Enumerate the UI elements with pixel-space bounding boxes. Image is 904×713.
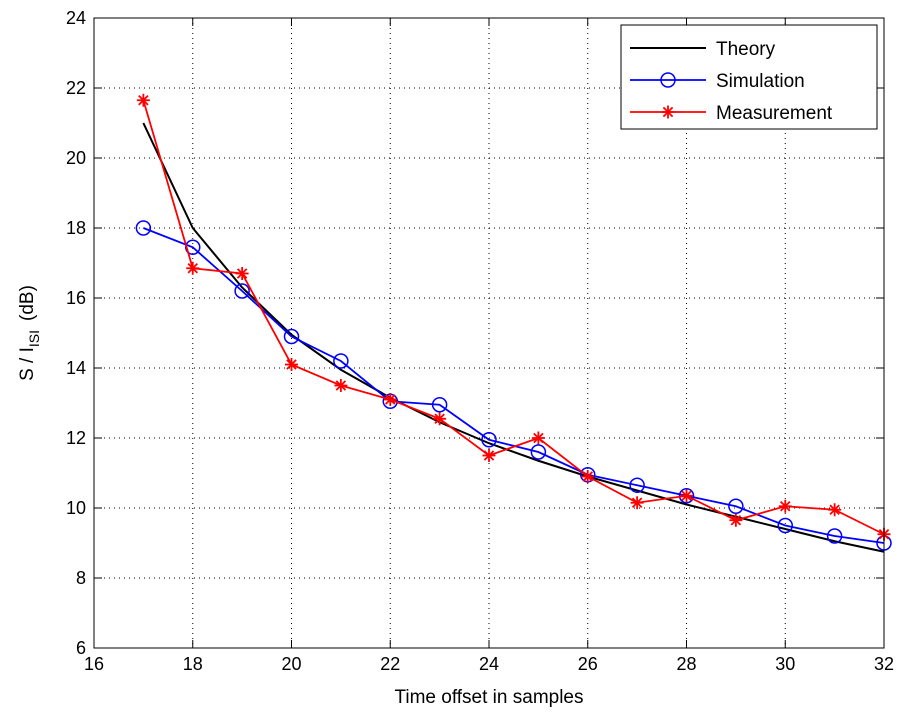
x-tick-label: 26: [578, 654, 598, 674]
legend-item-measurement: Measurement: [630, 103, 833, 124]
legend: Theory Simulation Measurement: [620, 24, 878, 130]
asterisk-stroke: [730, 515, 742, 526]
measurement-point: [136, 93, 150, 107]
asterisk-stroke: [483, 450, 495, 461]
measurement-point: [531, 431, 545, 445]
measurement-point: [334, 379, 348, 392]
x-tick-label: 22: [380, 654, 400, 674]
legend-label-theory: Theory: [716, 39, 776, 60]
asterisk-stroke: [829, 504, 840, 515]
measurement-point: [680, 489, 693, 503]
x-tick-label: 16: [84, 654, 104, 674]
legend-marker-measurement: [661, 105, 675, 119]
axis-ticks: 16 18 20 22 24 26 28 30 32 6 8 10 12 14 16 18 20 22 24: [66, 8, 894, 674]
asterisk-stroke: [236, 268, 248, 279]
asterisk-stroke: [582, 471, 593, 482]
asterisk-stroke: [662, 106, 674, 118]
legend-label-simulation: Simulation: [716, 71, 805, 92]
measurement-point: [828, 503, 842, 517]
legend-label-measurement: Measurement: [716, 103, 833, 124]
simulation-point: [234, 283, 250, 299]
simulation-point: [826, 528, 843, 544]
measurement-point: [729, 513, 743, 527]
asterisk-stroke: [335, 380, 347, 391]
y-tick-label: 16: [66, 288, 86, 308]
measurement-point: [581, 470, 595, 483]
y-axis-label: S / IISI (dB): [17, 285, 42, 381]
simulation-point: [530, 444, 547, 460]
theory-line: [142, 122, 885, 553]
x-tick-label: 24: [479, 654, 499, 674]
simulation-point: [481, 432, 497, 448]
y-axis-label-main: S / I: [17, 347, 38, 381]
y-tick-label: 12: [66, 428, 86, 448]
x-tick-label: 30: [775, 654, 795, 674]
asterisk-stroke: [187, 263, 198, 274]
simulation-point: [333, 353, 349, 369]
measurement-point: [482, 449, 496, 462]
measurement-point: [778, 499, 792, 513]
asterisk-stroke: [533, 432, 544, 444]
y-tick-label: 6: [76, 638, 86, 658]
y-tick-label: 20: [66, 148, 86, 168]
x-tick-label: 18: [183, 654, 203, 674]
legend-marker-simulation: [660, 72, 676, 88]
measurement-line: [142, 99, 885, 536]
asterisk-stroke: [434, 413, 445, 424]
theory-series: [142, 122, 885, 553]
simulation-point: [728, 498, 744, 514]
y-tick-label: 10: [66, 498, 86, 518]
simulation-point: [629, 477, 645, 493]
asterisk-stroke: [780, 501, 791, 512]
y-tick-label: 24: [66, 8, 86, 28]
y-tick-label: 14: [66, 358, 86, 378]
x-tick-label: 32: [874, 654, 894, 674]
asterisk-stroke: [286, 359, 297, 370]
simulation-point: [283, 328, 300, 345]
simulation-point: [777, 517, 793, 534]
measurement-point: [285, 358, 298, 371]
x-tick-label: 28: [676, 654, 696, 674]
measurement-point: [383, 393, 397, 406]
x-tick-label: 20: [281, 654, 301, 674]
simulation-point: [678, 488, 695, 504]
y-tick-label: 22: [66, 78, 86, 98]
simulation-point: [135, 220, 152, 236]
measurement-point: [186, 261, 200, 275]
simulation-point: [431, 397, 448, 413]
x-axis-label: Time offset in samples: [394, 687, 583, 708]
asterisk-stroke: [631, 497, 643, 508]
asterisk-stroke: [385, 394, 396, 405]
asterisk-stroke: [138, 95, 149, 106]
y-axis-label-unit: (dB): [17, 285, 38, 321]
measurement-point: [235, 267, 249, 280]
legend-item-theory: Theory: [630, 39, 776, 60]
y-tick-label: 18: [66, 218, 86, 238]
asterisk-stroke: [681, 490, 692, 501]
measurement-point: [433, 412, 447, 426]
measurement-series: [136, 93, 891, 541]
y-axis-label-subscript: ISI: [26, 330, 42, 347]
measurement-point: [630, 496, 644, 510]
y-tick-label: 8: [76, 568, 86, 588]
legend-item-simulation: Simulation: [630, 71, 805, 92]
